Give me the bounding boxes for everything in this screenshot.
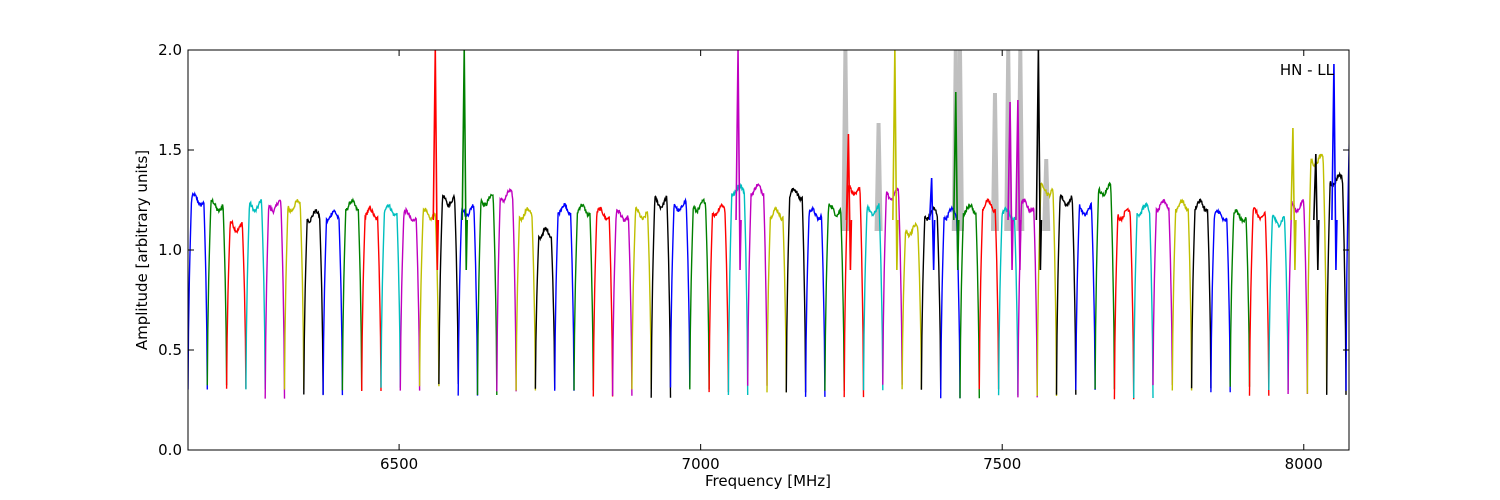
rfi-spike xyxy=(1035,50,1043,271)
channel-trace xyxy=(1229,209,1251,387)
channel-trace xyxy=(1017,197,1038,398)
y-tick-label: 1.0 xyxy=(158,241,182,259)
rfi-spike xyxy=(952,91,960,271)
channel-trace xyxy=(1152,198,1173,386)
x-axis-label: Frequency [MHz] xyxy=(705,472,831,490)
y-tick-label: 1.5 xyxy=(158,141,182,159)
x-tick-label: 7500 xyxy=(983,455,1021,473)
channel-trace xyxy=(534,226,556,389)
channel-trace xyxy=(1306,153,1328,394)
x-tick-label: 7000 xyxy=(682,455,720,473)
channel-trace xyxy=(303,209,324,395)
rfi-spike xyxy=(461,50,469,271)
y-tick-label: 0.0 xyxy=(158,441,182,459)
rfi-spike xyxy=(845,133,853,271)
background-spike xyxy=(1004,50,1013,231)
channel-trace xyxy=(708,202,730,393)
channel-trace xyxy=(901,221,923,390)
channel-trace xyxy=(959,202,980,399)
channel-trace xyxy=(476,193,498,396)
channel-trace xyxy=(496,187,517,392)
x-axis-ticks: 6500 7000 7500 8000 xyxy=(380,50,1323,473)
channel-trace xyxy=(631,206,652,390)
channel-trace xyxy=(380,203,401,388)
channel-trace xyxy=(283,198,305,390)
channel-trace xyxy=(225,219,247,389)
channel-trace xyxy=(747,183,768,386)
channel-trace xyxy=(727,183,749,396)
channel-trace xyxy=(766,206,787,393)
channel-trace xyxy=(515,207,537,391)
y-axis-label: Amplitude [arbitrary units] xyxy=(133,150,151,350)
channel-trace xyxy=(361,204,382,392)
channel-trace xyxy=(1326,171,1347,395)
channel-trace xyxy=(457,204,479,396)
background-spike xyxy=(955,50,965,231)
channel-trace xyxy=(1094,181,1116,390)
background-spike xyxy=(874,123,883,231)
channel-trace xyxy=(418,207,440,387)
rfi-spike xyxy=(432,50,440,271)
channel-trace xyxy=(1171,198,1193,391)
y-axis-ticks: 0.0 0.5 1.0 1.5 2.0 xyxy=(158,41,1349,459)
channel-trace xyxy=(1248,206,1270,396)
channel-trace xyxy=(264,199,286,399)
channel-trace xyxy=(920,205,942,390)
channel-trace xyxy=(1210,208,1231,393)
channel-trace xyxy=(804,205,826,397)
channel-trace xyxy=(1133,202,1154,399)
channel-trace xyxy=(554,202,575,391)
channel-trace xyxy=(978,198,1000,390)
channel-trace xyxy=(669,197,691,388)
rfi-spike xyxy=(1015,99,1022,271)
channel-trace xyxy=(573,203,594,391)
channel-trace xyxy=(1075,201,1096,390)
channel-trace xyxy=(1268,214,1289,391)
channel-trace xyxy=(322,208,344,396)
rfi-spike xyxy=(928,177,936,271)
rfi-spike xyxy=(1313,153,1320,271)
rfi-spike xyxy=(1290,127,1297,271)
channel-trace xyxy=(785,187,807,393)
rfi-spike xyxy=(735,50,742,271)
channel-trace xyxy=(245,198,266,390)
background-spike xyxy=(1042,159,1051,231)
spike-layer xyxy=(432,50,1338,271)
channel-trace xyxy=(592,206,614,397)
channel-trace xyxy=(650,195,672,398)
channel-trace xyxy=(1190,197,1212,389)
x-tick-label: 6500 xyxy=(380,455,418,473)
channel-trace xyxy=(399,206,421,391)
rfi-spike xyxy=(1331,63,1338,271)
series-layer xyxy=(188,134,1349,400)
y-tick-label: 2.0 xyxy=(158,41,182,59)
channel-trace xyxy=(862,203,884,391)
rfi-spike xyxy=(892,50,899,271)
channel-trace xyxy=(188,191,208,390)
chart-annotation: HN - LL xyxy=(1280,61,1335,79)
channel-trace xyxy=(611,208,633,396)
channel-trace xyxy=(1113,207,1135,400)
y-tick-label: 0.5 xyxy=(158,341,182,359)
channel-trace xyxy=(1055,194,1077,395)
rfi-spike xyxy=(1007,101,1014,271)
channel-trace xyxy=(824,203,845,391)
x-tick-label: 8000 xyxy=(1285,455,1323,473)
channel-trace xyxy=(689,197,710,390)
channel-trace xyxy=(438,193,459,385)
channel-trace xyxy=(206,197,228,386)
channel-trace xyxy=(341,197,363,391)
